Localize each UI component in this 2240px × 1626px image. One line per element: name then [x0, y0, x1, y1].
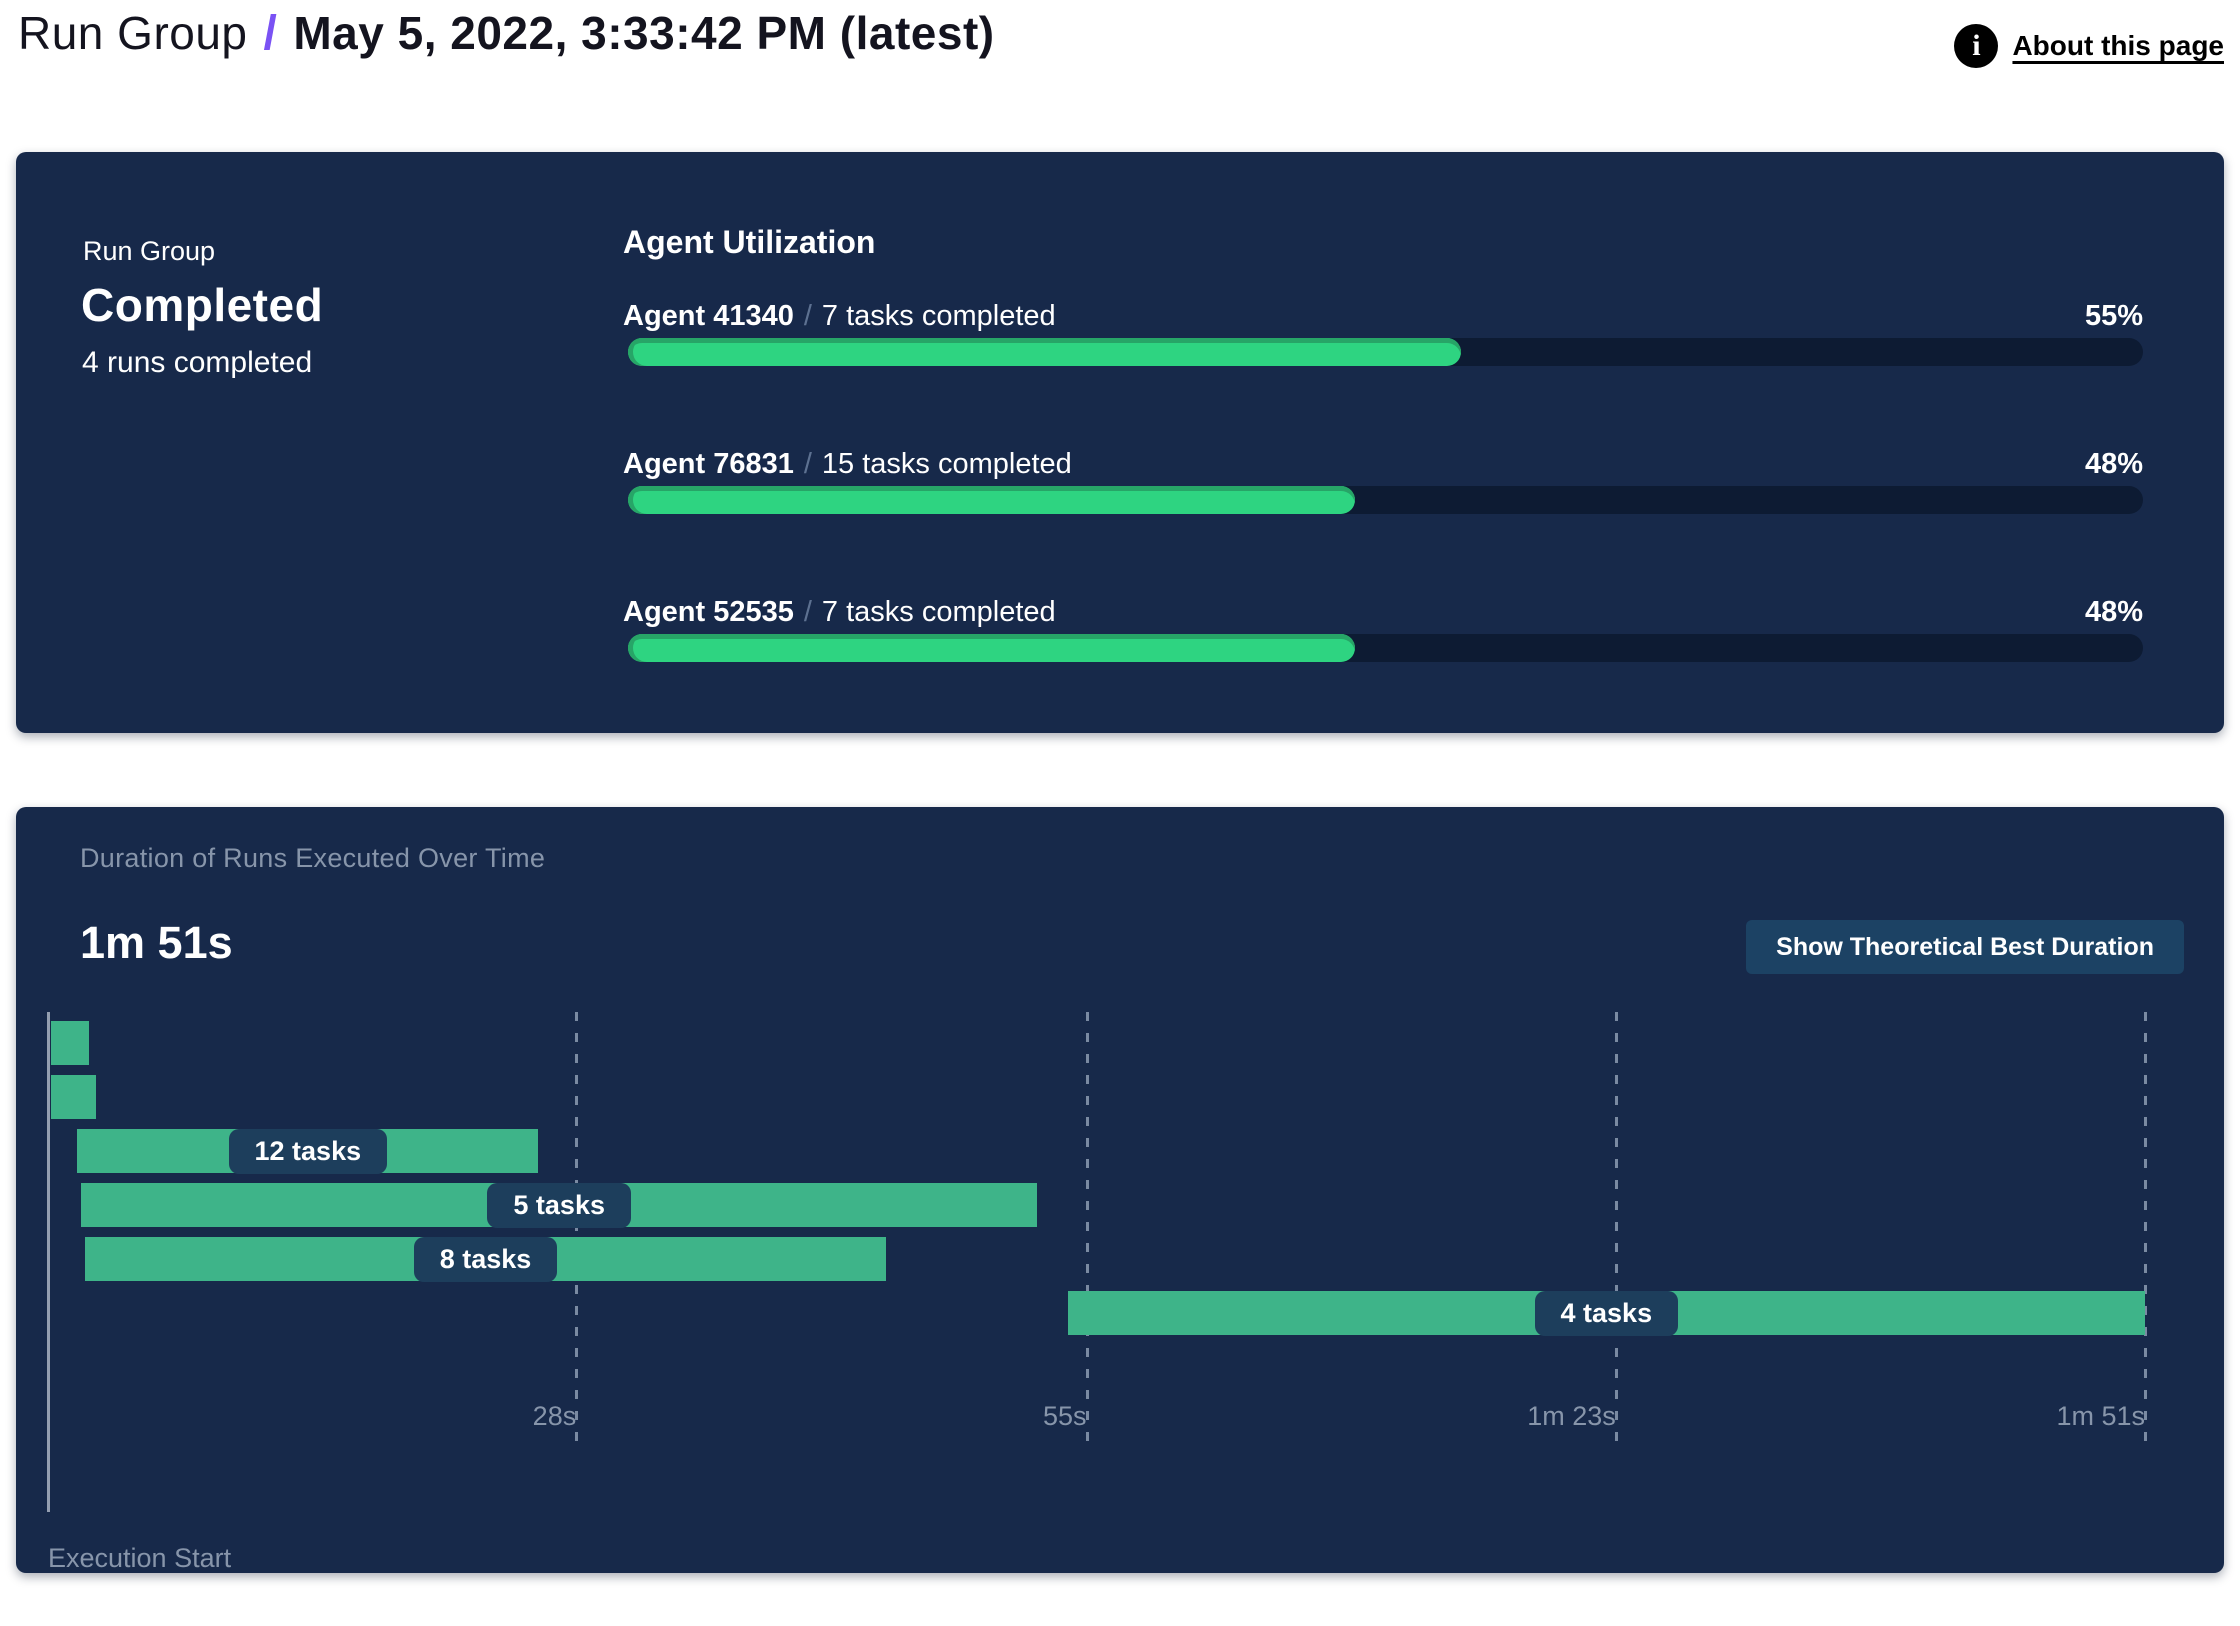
run-duration-bar[interactable]: 4 tasks — [1067, 1290, 2145, 1336]
run-duration-bar[interactable] — [50, 1021, 89, 1065]
about-this-page[interactable]: i About this page — [1954, 24, 2224, 68]
agent-label-separator: / — [803, 596, 812, 628]
agent-utilization-row: Agent 52535 / 7 tasks completed 48% — [623, 596, 2143, 676]
about-this-page-link[interactable]: About this page — [2012, 30, 2224, 61]
total-duration-value: 1m 51s — [80, 917, 233, 968]
page-title: May 5, 2022, 3:33:42 PM (latest) — [293, 7, 995, 59]
duration-chart-card: Duration of Runs Executed Over Time 1m 5… — [16, 807, 2224, 1573]
agent-utilization-heading: Agent Utilization — [623, 224, 876, 260]
agent-label: Agent 76831 / 15 tasks completed 48% — [623, 448, 2143, 481]
agent-label: Agent 52535 / 7 tasks completed 48% — [623, 596, 2143, 629]
run-duration-bar[interactable]: 5 tasks — [81, 1182, 1038, 1228]
run-duration-bar[interactable]: 8 tasks — [84, 1236, 887, 1282]
runs-completed-count: 4 runs completed — [82, 346, 313, 379]
time-tick-label: 28s — [532, 1401, 577, 1431]
agent-name: Agent 52535 — [623, 596, 794, 628]
run-group-eyebrow: Run Group — [83, 236, 216, 266]
run-duration-bar[interactable]: 12 tasks — [77, 1128, 539, 1174]
agent-label: Agent 41340 / 7 tasks completed 55% — [623, 300, 2143, 333]
run-group-status: Completed — [81, 279, 324, 331]
task-count-chip: 4 tasks — [1534, 1290, 1679, 1336]
task-count-chip: 5 tasks — [487, 1182, 631, 1228]
duration-chart-title: Duration of Runs Executed Over Time — [80, 843, 546, 873]
breadcrumb-run-group[interactable]: Run Group — [18, 7, 248, 59]
run-duration-bar[interactable] — [50, 1075, 97, 1119]
utilization-progress-track — [628, 338, 2143, 366]
show-theoretical-best-duration-button[interactable]: Show Theoretical Best Duration — [1746, 920, 2184, 974]
info-icon: i — [1954, 24, 1999, 68]
agent-label-separator: / — [803, 300, 812, 332]
execution-start-axis-line — [47, 1012, 50, 1512]
page-header: Run Group / May 5, 2022, 3:33:42 PM (lat… — [18, 6, 2224, 68]
agent-utilization-row: Agent 41340 / 7 tasks completed 55% — [623, 300, 2143, 380]
agent-tasks-completed: 7 tasks completed — [821, 596, 1056, 628]
execution-start-label: Execution Start — [48, 1543, 232, 1573]
utilization-progress-track — [628, 486, 2143, 514]
agent-name: Agent 41340 — [623, 300, 794, 332]
agent-label-separator: / — [803, 448, 812, 480]
utilization-progress-track — [628, 634, 2143, 662]
agent-tasks-completed: 7 tasks completed — [821, 300, 1056, 332]
agent-utilization-row: Agent 76831 / 15 tasks completed 48% — [623, 448, 2143, 528]
run-group-summary-card: Run Group Completed 4 runs completed Age… — [16, 152, 2224, 733]
utilization-progress-fill — [628, 634, 1356, 662]
time-tick-label: 1m 51s — [2056, 1401, 2145, 1431]
breadcrumb-separator: / — [263, 7, 278, 60]
task-count-chip: 8 tasks — [413, 1236, 558, 1282]
time-tick-label: 55s — [1043, 1401, 1087, 1431]
agent-tasks-completed: 15 tasks completed — [821, 448, 1072, 480]
utilization-progress-fill — [628, 486, 1356, 514]
task-count-chip: 12 tasks — [228, 1128, 388, 1174]
time-gridline — [1614, 1012, 1618, 1452]
agent-name: Agent 76831 — [623, 448, 794, 480]
agent-utilization-percent: 48% — [2084, 448, 2143, 480]
agent-utilization-percent: 48% — [2084, 596, 2143, 628]
time-tick-label: 1m 23s — [1527, 1401, 1616, 1431]
time-gridline — [2144, 1012, 2147, 1452]
agent-utilization-percent: 55% — [2084, 300, 2143, 332]
breadcrumb: Run Group / May 5, 2022, 3:33:42 PM (lat… — [18, 6, 995, 61]
time-gridline — [575, 1012, 579, 1452]
time-gridline — [1085, 1012, 1089, 1452]
utilization-progress-fill — [628, 338, 1462, 366]
